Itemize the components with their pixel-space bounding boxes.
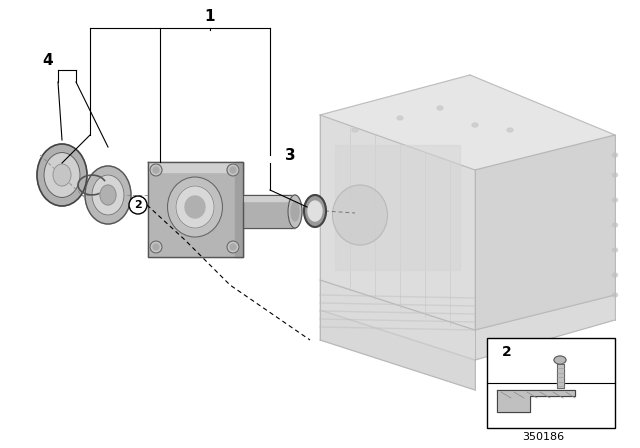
Ellipse shape: [612, 223, 618, 227]
Ellipse shape: [304, 195, 326, 227]
Ellipse shape: [437, 106, 443, 110]
Text: 2: 2: [502, 345, 512, 359]
Polygon shape: [148, 162, 243, 257]
Text: 3: 3: [285, 147, 295, 163]
Circle shape: [153, 244, 159, 250]
Ellipse shape: [612, 248, 618, 252]
Ellipse shape: [612, 153, 618, 157]
Polygon shape: [475, 135, 615, 330]
Ellipse shape: [100, 185, 116, 205]
Polygon shape: [320, 115, 475, 330]
Ellipse shape: [507, 128, 513, 132]
Ellipse shape: [612, 273, 618, 277]
Ellipse shape: [44, 152, 80, 198]
Ellipse shape: [554, 356, 566, 364]
Bar: [487, 338, 615, 428]
Polygon shape: [320, 310, 475, 390]
Ellipse shape: [352, 128, 358, 132]
Ellipse shape: [37, 144, 87, 206]
Ellipse shape: [291, 202, 299, 221]
Polygon shape: [320, 75, 615, 170]
Ellipse shape: [333, 185, 387, 245]
Ellipse shape: [85, 166, 131, 224]
Circle shape: [150, 241, 162, 253]
Ellipse shape: [397, 116, 403, 120]
Text: 1: 1: [205, 9, 215, 23]
Polygon shape: [235, 162, 243, 257]
Polygon shape: [557, 364, 563, 388]
Ellipse shape: [612, 293, 618, 297]
Ellipse shape: [168, 177, 223, 237]
Ellipse shape: [92, 175, 124, 215]
Polygon shape: [335, 145, 460, 270]
Circle shape: [230, 244, 236, 250]
Circle shape: [227, 164, 239, 176]
Ellipse shape: [288, 195, 302, 228]
Circle shape: [227, 241, 239, 253]
Polygon shape: [148, 162, 243, 172]
Polygon shape: [243, 195, 295, 201]
Polygon shape: [497, 390, 575, 412]
Ellipse shape: [612, 173, 618, 177]
Circle shape: [230, 167, 236, 173]
Polygon shape: [243, 195, 295, 228]
Ellipse shape: [472, 123, 478, 127]
Text: 350186: 350186: [522, 432, 564, 442]
Text: 2: 2: [134, 200, 142, 210]
Ellipse shape: [176, 186, 214, 228]
Polygon shape: [320, 280, 615, 360]
Ellipse shape: [185, 196, 205, 218]
Ellipse shape: [53, 164, 71, 186]
Circle shape: [153, 167, 159, 173]
Circle shape: [150, 164, 162, 176]
Circle shape: [129, 196, 147, 214]
Ellipse shape: [308, 201, 322, 221]
Text: 4: 4: [43, 52, 53, 68]
Ellipse shape: [612, 198, 618, 202]
Ellipse shape: [342, 196, 378, 234]
